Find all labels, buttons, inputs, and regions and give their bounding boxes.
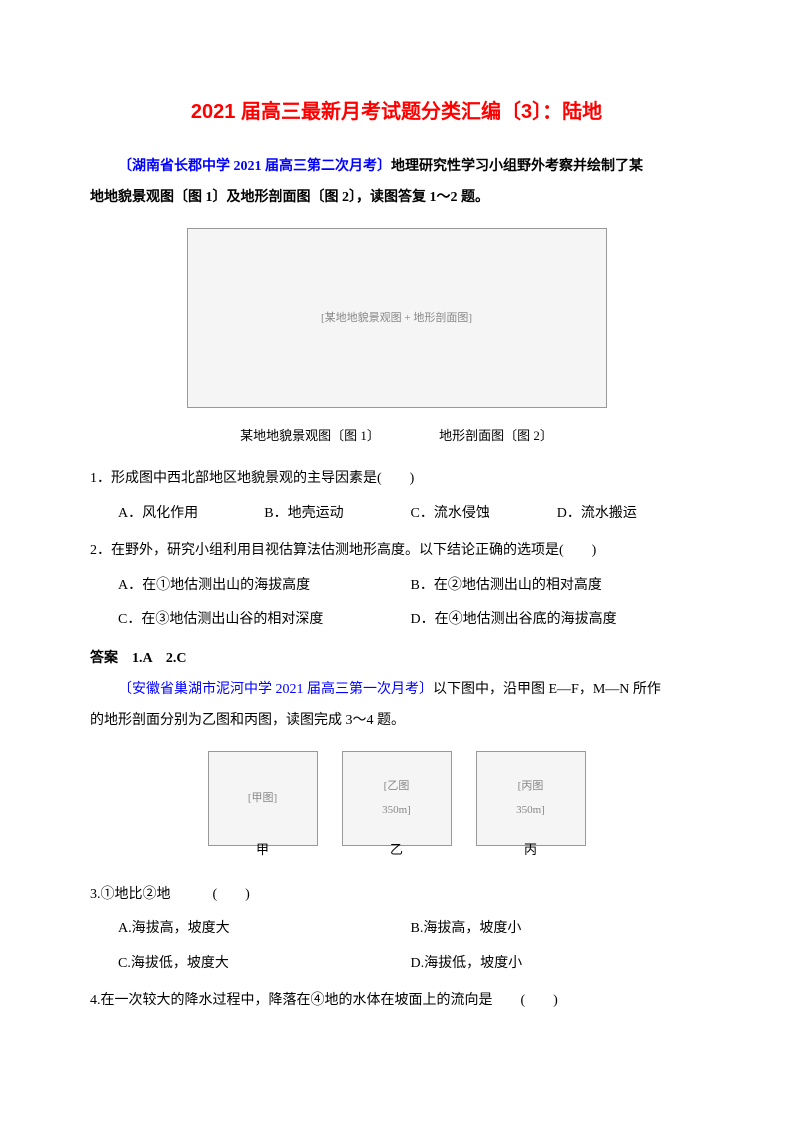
q3-options-r2: C.海拔低，坡度大 D.海拔低，坡度小 (90, 949, 703, 980)
figure-2a-ph: [甲图] (248, 786, 277, 810)
figure-2b: [乙图 350m] 乙 (342, 751, 452, 846)
intro-1a: 地理研究性学习小组野外考察并绘制了某 (391, 159, 643, 174)
figure-2b-label: 乙 (343, 836, 451, 865)
figure-2a-label: 甲 (209, 836, 317, 865)
question-4: 4.在一次较大的降水过程中，降落在④地的水体在坡面上的流向是 ( ) (90, 986, 703, 1017)
q1-opt-c: C．流水侵蚀 (411, 499, 557, 530)
page-title: 2021 届高三最新月考试题分类汇编〔3〕：陆地 (90, 90, 703, 134)
caption-left: 某地地貌景观图〔图 1〕 (240, 422, 380, 451)
q3-opt-d: D.海拔低，坡度小 (411, 949, 704, 980)
q2-options-r1: A．在①地估测出山的海拔高度 B．在②地估测出山的相对高度 (90, 571, 703, 602)
q1-opt-b: B．地壳运动 (264, 499, 410, 530)
q2-opt-d: D．在④地估测出谷底的海拔高度 (411, 605, 704, 636)
source-2: 〔安徽省巢湖市泥河中学 2021 届高三第一次月考〕 (118, 682, 433, 697)
q3-opt-b: B.海拔高，坡度小 (411, 914, 704, 945)
q3-opt-c: C.海拔低，坡度大 (118, 949, 411, 980)
q2-opt-a: A．在①地估测出山的海拔高度 (118, 571, 411, 602)
figure-2a: [甲图] 甲 (208, 751, 318, 846)
intro-2a: 以下图中，沿甲图 E—F，M—N 所作 (433, 682, 661, 697)
source-1: 〔湖南省长郡中学 2021 届高三第二次月考〕 (118, 159, 391, 174)
figure-2c: [丙图 350m] 丙 (476, 751, 586, 846)
figure-1-caption: 某地地貌景观图〔图 1〕 地形剖面图〔图 2〕 (90, 422, 703, 451)
figure-2b-ph: [乙图 350m] (370, 774, 424, 822)
intro-1-line-2: 地地貌景观图〔图 1〕及地形剖面图〔图 2〕，读图答复 1～2 题。 (90, 183, 703, 214)
intro-2-line-1: 〔安徽省巢湖市泥河中学 2021 届高三第一次月考〕以下图中，沿甲图 E—F，M… (90, 675, 703, 706)
q1-opt-d: D．流水搬运 (557, 499, 703, 530)
figure-2c-ph: [丙图 350m] (504, 774, 558, 822)
question-3: 3.①地比②地 ( ) (90, 880, 703, 911)
intro-2-line-2: 的地形剖面分别为乙图和丙图，读图完成 3～4 题。 (90, 706, 703, 737)
q2-opt-c: C．在③地估测出山谷的相对深度 (118, 605, 411, 636)
question-2: 2．在野外，研究小组利用目视估算法估测地形高度。以下结论正确的选项是( ) (90, 536, 703, 567)
q2-opt-b: B．在②地估测出山的相对高度 (411, 571, 704, 602)
answer-1: 答案 1.A 2.C (90, 644, 703, 675)
q3-opt-a: A.海拔高，坡度大 (118, 914, 411, 945)
caption-right: 地形剖面图〔图 2〕 (439, 422, 553, 451)
figure-2-row: [甲图] 甲 [乙图 350m] 乙 [丙图 350m] 丙 (90, 751, 703, 846)
q2-options-r2: C．在③地估测出山谷的相对深度 D．在④地估测出谷底的海拔高度 (90, 605, 703, 636)
q3-options-r1: A.海拔高，坡度大 B.海拔高，坡度小 (90, 914, 703, 945)
figure-1: [某地地貌景观图 + 地形剖面图] (187, 228, 607, 408)
intro-1-line-1: 〔湖南省长郡中学 2021 届高三第二次月考〕地理研究性学习小组野外考察并绘制了… (90, 152, 703, 183)
figure-1-block: [某地地貌景观图 + 地形剖面图] (90, 228, 703, 408)
question-1: 1．形成图中西北部地区地貌景观的主导因素是( ) (90, 464, 703, 495)
figure-1-placeholder: [某地地貌景观图 + 地形剖面图] (321, 306, 472, 330)
q1-opt-a: A．风化作用 (118, 499, 264, 530)
figure-2c-label: 丙 (477, 836, 585, 865)
q1-options: A．风化作用 B．地壳运动 C．流水侵蚀 D．流水搬运 (90, 499, 703, 530)
